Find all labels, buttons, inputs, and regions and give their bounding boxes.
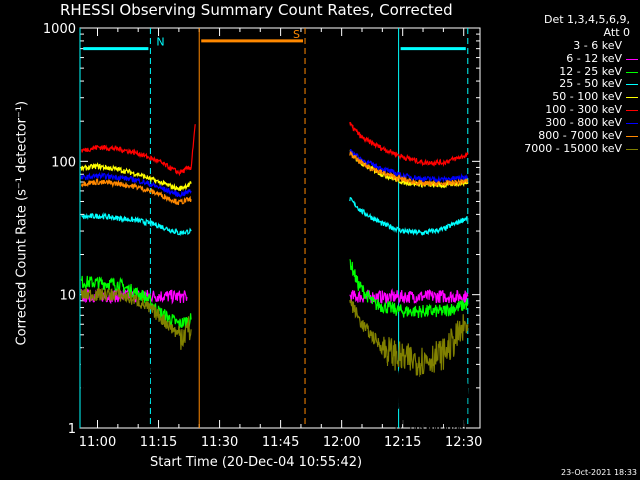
x-tick-label: 11:30 — [201, 435, 238, 450]
legend-item-label: 12 - 25 keV — [559, 64, 622, 78]
legend-item: 6 - 12 keV — [470, 51, 638, 66]
x-axis-label: Start Time (20-Dec-04 10:55:42) — [150, 455, 363, 470]
legend-header-line2: Att 0 — [603, 25, 630, 39]
flag-label: S — [293, 28, 300, 41]
legend-item-label: 100 - 300 keV — [545, 103, 622, 117]
x-tick-label: 12:30 — [445, 435, 482, 450]
legend-item: 7000 - 15000 keV — [470, 141, 638, 156]
legend-item-label: 6 - 12 keV — [566, 51, 622, 65]
x-tick-label: 12:15 — [384, 435, 421, 450]
legend-item-label: 300 - 800 keV — [545, 116, 622, 130]
series-line — [349, 299, 469, 378]
series-line — [349, 259, 469, 318]
legend: Det 1,3,4,5,6,9, Att 0 3 - 6 keV 6 - 12 k… — [470, 13, 638, 156]
legend-swatch — [626, 97, 638, 99]
legend-swatch — [626, 123, 638, 125]
series-line — [80, 171, 192, 198]
y-tick-label: 1 — [68, 422, 76, 437]
x-tick-label: 11:15 — [140, 435, 177, 450]
series-line — [81, 211, 192, 237]
flag-label: N — [156, 36, 164, 49]
legend-item: 800 - 7000 keV — [470, 129, 638, 143]
chart-title: RHESSI Observing Summary Count Rates, Co… — [60, 1, 453, 19]
legend-swatch — [626, 45, 638, 47]
series-line — [349, 148, 469, 184]
legend-item-label: 7000 - 15000 keV — [524, 141, 622, 155]
legend-swatch — [626, 58, 638, 60]
series-line — [81, 178, 192, 206]
legend-item-label: 25 - 50 keV — [559, 77, 622, 91]
y-tick-label: 1000 — [43, 22, 76, 37]
legend-item: 3 - 6 keV — [470, 38, 638, 53]
legend-item-label: 50 - 100 keV — [552, 90, 622, 104]
legend-header-line1: Det 1,3,4,5,6,9, — [543, 13, 630, 26]
y-axis-label: Corrected Count Rate (s⁻¹ detector⁻¹) — [14, 100, 30, 346]
legend-item: 100 - 300 keV — [470, 103, 638, 117]
legend-item-label: 800 - 7000 keV — [538, 129, 622, 143]
x-tick-label: 11:45 — [262, 435, 299, 450]
y-tick-label: 100 — [51, 155, 76, 170]
series-line — [80, 162, 192, 192]
timestamp: 23-Oct-2021 18:33 — [561, 468, 637, 477]
legend-swatch — [626, 135, 638, 137]
legend-item: 300 - 800 keV — [470, 116, 638, 130]
legend-swatch — [626, 71, 638, 73]
y-tick-label: 10 — [59, 289, 76, 304]
legend-item-label: 3 - 6 keV — [573, 38, 622, 52]
legend-item: 50 - 100 keV — [470, 90, 638, 104]
legend-swatch — [626, 110, 638, 112]
legend-item: 12 - 25 keV — [470, 64, 638, 79]
series-line — [349, 121, 469, 167]
series-line — [349, 150, 469, 188]
legend-swatch — [626, 84, 638, 86]
series-line — [80, 288, 192, 350]
x-tick-label: 11:00 — [79, 435, 116, 450]
series-line — [349, 196, 469, 236]
legend-item: 25 - 50 keV — [470, 78, 638, 91]
legend-swatch — [626, 148, 638, 150]
series-line — [80, 124, 196, 177]
x-tick-label: 12:00 — [323, 435, 360, 450]
